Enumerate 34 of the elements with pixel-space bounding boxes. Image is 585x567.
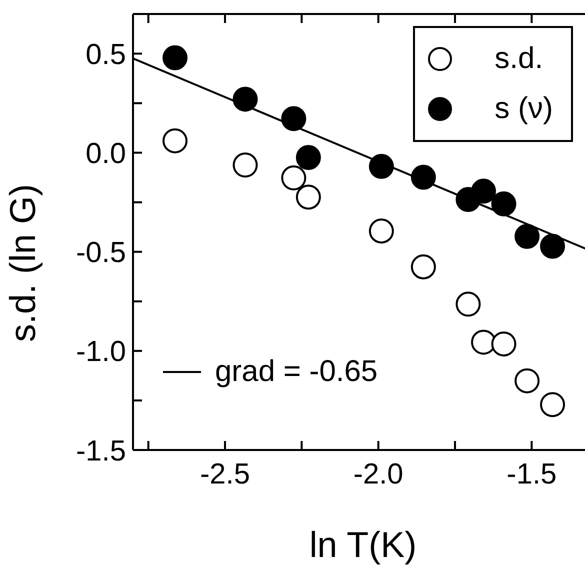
point <box>471 178 496 204</box>
point <box>410 164 436 190</box>
y-axis-title: s.d. (ln G) <box>2 184 43 342</box>
x-tick-label: -2.0 <box>353 458 404 491</box>
x-axis-title: ln T(K) <box>309 524 417 565</box>
point <box>540 234 566 259</box>
point <box>410 254 436 280</box>
point <box>491 191 516 216</box>
y-tick-label: -1.0 <box>76 336 126 368</box>
point <box>232 86 258 112</box>
point <box>540 392 566 418</box>
point <box>514 224 540 249</box>
point <box>491 331 516 356</box>
x-tick-label: -1.5 <box>506 458 557 491</box>
point <box>232 152 258 178</box>
legend-label: s.d. <box>494 42 544 76</box>
point <box>281 106 306 132</box>
point <box>514 368 540 394</box>
point <box>162 45 188 70</box>
y-tick-label: 0.5 <box>86 38 126 71</box>
point <box>296 144 321 170</box>
point <box>471 330 496 355</box>
point <box>296 184 321 210</box>
y-tick-label: -1.5 <box>76 435 126 468</box>
point <box>281 165 306 190</box>
point <box>368 154 394 179</box>
point <box>456 292 481 317</box>
y-tick-label: -0.5 <box>76 237 126 270</box>
legend-label: grad = -0.65 <box>215 355 378 389</box>
y-tick-label: 0.0 <box>86 138 126 170</box>
legend-label: s (ν) <box>494 92 553 126</box>
point <box>162 128 188 154</box>
point <box>368 218 394 244</box>
x-tick-label: -2.5 <box>200 458 250 491</box>
